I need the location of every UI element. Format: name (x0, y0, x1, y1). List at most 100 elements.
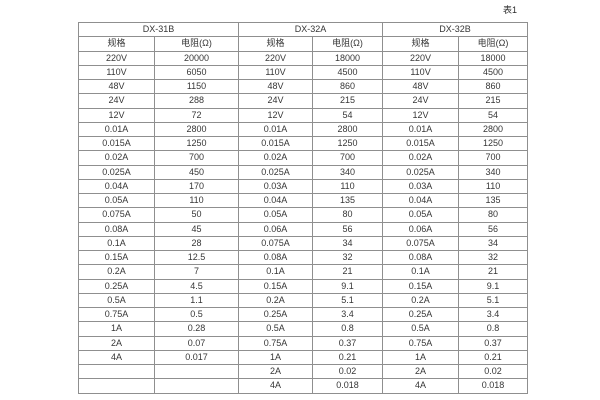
resistance-cell: 135 (458, 192, 529, 209)
table-row: 110V 6050 110V 4500 110V 4500 (78, 64, 529, 81)
column-header-resistance: 电阻(Ω) (458, 36, 529, 52)
resistance-cell: 56 (312, 221, 384, 237)
resistance-cell: 0.02 (312, 363, 384, 380)
resistance-cell: 0.21 (312, 349, 384, 366)
spec-cell: 220V (238, 50, 314, 66)
spec-cell: 0.02A (382, 150, 460, 166)
table-row: 0.075A 50 0.05A 80 0.05A 80 (78, 207, 529, 223)
spec-cell: 0.15A (238, 278, 314, 294)
table-row: 4A 0.017 1A 0.21 1A 0.21 (78, 349, 529, 366)
resistance-cell: 0.07 (153, 335, 240, 351)
resistance-cell: 18000 (458, 50, 529, 66)
resistance-cell: 0.8 (312, 321, 384, 337)
spec-cell: 0.08A (238, 249, 314, 266)
resistance-cell: 21 (458, 264, 529, 280)
table-row: 0.15A 12.5 0.08A 32 0.08A 32 (78, 249, 529, 266)
spec-cell: 2A (78, 335, 155, 351)
resistance-cell: 450 (153, 164, 240, 180)
table-row: 0.1A 28 0.075A 34 0.075A 34 (78, 235, 529, 252)
resistance-cell: 9.1 (458, 278, 529, 294)
resistance-cell: 50 (153, 207, 240, 223)
table-row: 0.05A 110 0.04A 135 0.04A 135 (78, 192, 529, 209)
spec-cell: 0.25A (382, 306, 460, 323)
spec-cell: 0.04A (238, 192, 314, 209)
spec-cell: 48V (78, 78, 155, 95)
resistance-cell: 135 (312, 192, 384, 209)
resistance-cell: 32 (312, 249, 384, 266)
spec-cell: 4A (238, 378, 314, 394)
spec-cell: 1A (78, 321, 155, 337)
table-row: 0.2A 7 0.1A 21 0.1A 21 (78, 264, 529, 280)
spec-cell: 0.1A (78, 235, 155, 252)
table-row: 4A 0.018 4A 0.018 (78, 378, 529, 394)
spec-cell: 0.2A (382, 292, 460, 309)
resistance-cell: 340 (312, 164, 384, 180)
resistance-cell: 9.1 (312, 278, 384, 294)
table-row: 2A 0.02 2A 0.02 (78, 363, 529, 380)
spec-cell: 0.05A (382, 207, 460, 223)
resistance-cell: 700 (312, 150, 384, 166)
resistance-cell: 170 (153, 178, 240, 195)
spec-cell: 220V (382, 50, 460, 66)
resistance-cell: 215 (312, 93, 384, 109)
table-row: 0.5A 1.1 0.2A 5.1 0.2A 5.1 (78, 292, 529, 309)
spec-cell: 0.01A (78, 121, 155, 138)
spec-cell: 0.25A (238, 306, 314, 323)
spec-cell: 0.5A (78, 292, 155, 309)
spec-cell: 0.05A (238, 207, 314, 223)
table-row: 0.01A 2800 0.01A 2800 0.01A 2800 (78, 121, 529, 138)
resistance-cell: 0.28 (153, 321, 240, 337)
spec-cell: 0.04A (78, 178, 155, 195)
spec-cell: 1A (382, 349, 460, 366)
resistance-cell: 54 (458, 107, 529, 123)
table-row: 0.025A 450 0.025A 340 0.025A 340 (78, 164, 529, 180)
spec-cell: 24V (238, 93, 314, 109)
table-row: 48V 1150 48V 860 48V 860 (78, 78, 529, 95)
spec-cell: 0.75A (382, 335, 460, 351)
spec-cell: 0.75A (78, 306, 155, 323)
spec-cell: 0.1A (238, 264, 314, 280)
resistance-cell: 860 (312, 78, 384, 95)
spec-cell: 0.08A (382, 249, 460, 266)
table-row: 24V 288 24V 215 24V 215 (78, 93, 529, 109)
spec-cell: 0.75A (238, 335, 314, 351)
resistance-cell: 1250 (312, 135, 384, 152)
resistance-spec-table: DX-31B DX-32A DX-32B 规格 电阻(Ω) 规格 电阻(Ω) 规格 电阻(Ω) … (77, 21, 529, 394)
resistance-cell: 45 (153, 221, 240, 237)
spec-cell: 24V (78, 93, 155, 109)
spec-cell: 2A (238, 363, 314, 380)
spec-cell: 110V (382, 64, 460, 81)
resistance-cell: 54 (312, 107, 384, 123)
group-header: DX-31B (77, 21, 240, 38)
resistance-cell: 3.4 (458, 306, 529, 323)
table-row: 0.75A 0.5 0.25A 3.4 0.25A 3.4 (78, 306, 529, 323)
spec-cell: 0.15A (78, 249, 155, 266)
table-row: 12V 72 12V 54 12V 54 (78, 107, 529, 123)
table-row: 2A 0.07 0.75A 0.37 0.75A 0.37 (78, 335, 529, 351)
spec-cell (78, 378, 155, 394)
spec-cell: 0.2A (78, 264, 155, 280)
resistance-cell: 56 (458, 221, 529, 237)
resistance-cell: 12.5 (153, 249, 240, 266)
spec-cell: 4A (382, 378, 460, 394)
resistance-cell: 6050 (153, 64, 240, 81)
spec-cell: 0.025A (382, 164, 460, 180)
spec-cell: 0.03A (238, 178, 314, 195)
spec-cell: 24V (382, 93, 460, 109)
spec-cell: 220V (78, 50, 155, 66)
spec-cell: 12V (382, 107, 460, 123)
resistance-cell: 4500 (458, 64, 529, 81)
resistance-cell: 0.5 (153, 306, 240, 323)
resistance-cell: 2800 (458, 121, 529, 138)
resistance-cell: 34 (458, 235, 529, 252)
group-header: DX-32B (382, 21, 529, 38)
spec-cell: 4A (78, 349, 155, 366)
spec-cell: 1A (238, 349, 314, 366)
resistance-cell: 1250 (153, 135, 240, 152)
resistance-cell: 80 (458, 207, 529, 223)
resistance-cell: 860 (458, 78, 529, 95)
resistance-cell: 72 (153, 107, 240, 123)
resistance-cell: 110 (458, 178, 529, 195)
spec-cell: 0.25A (78, 278, 155, 294)
spec-cell: 0.06A (238, 221, 314, 237)
